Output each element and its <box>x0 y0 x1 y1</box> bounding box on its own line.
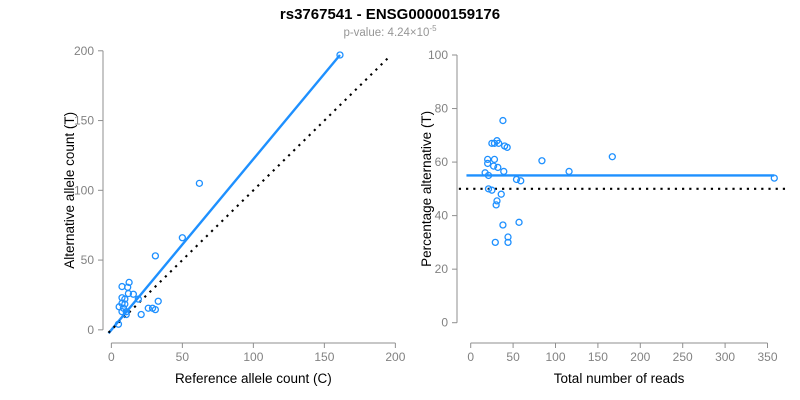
data-point <box>124 283 132 291</box>
data-point <box>122 310 130 319</box>
x-tick-label: 350 <box>757 350 777 364</box>
data-point <box>497 190 505 198</box>
x-tick-label: 150 <box>314 350 334 364</box>
data-point <box>134 295 142 303</box>
data-point <box>493 197 501 205</box>
data-point <box>491 238 499 247</box>
x-tick-label: 100 <box>243 350 263 364</box>
data-point <box>336 51 344 59</box>
y-tick-label: 20 <box>435 262 449 276</box>
data-point <box>517 177 525 185</box>
data-point <box>119 304 128 312</box>
data-point <box>495 139 503 147</box>
y-tick-label: 80 <box>435 102 449 116</box>
x-tick-label: 0 <box>108 350 115 364</box>
data-point <box>492 201 500 209</box>
x-tick-label: 50 <box>506 350 520 364</box>
y-tick-label: 40 <box>435 209 449 223</box>
fit-line <box>107 54 341 335</box>
data-point <box>484 185 493 193</box>
x-axis-title: Reference allele count (C) <box>175 371 332 386</box>
data-point <box>490 155 499 164</box>
data-point <box>154 297 162 305</box>
x-tick-label: 250 <box>673 350 693 364</box>
x-tick-label: 200 <box>630 350 650 364</box>
data-point <box>504 238 512 247</box>
data-point <box>515 218 523 226</box>
data-point <box>114 320 123 328</box>
x-tick-label: 200 <box>385 350 405 364</box>
x-tick-label: 300 <box>715 350 735 364</box>
data-point <box>137 310 145 319</box>
x-tick-label: 100 <box>545 350 565 364</box>
y-tick-label: 100 <box>74 183 94 197</box>
data-point <box>151 305 160 314</box>
y-tick-label: 200 <box>74 44 94 58</box>
x-tick-label: 150 <box>588 350 608 364</box>
data-point <box>538 157 546 165</box>
plot-subtitle: p-value: 4.24×10-5 <box>0 24 780 39</box>
data-point <box>484 155 492 164</box>
data-point <box>151 252 160 260</box>
data-point <box>500 167 508 176</box>
data-point <box>144 304 152 312</box>
y-axis-title: Percentage alternative (T) <box>419 111 434 267</box>
data-point <box>121 295 129 303</box>
data-point <box>489 162 498 170</box>
data-point <box>125 278 133 287</box>
data-point <box>512 175 521 184</box>
data-point <box>494 163 502 172</box>
data-point <box>608 153 616 161</box>
data-point <box>484 159 492 168</box>
data-point <box>484 171 493 180</box>
data-point <box>770 174 778 182</box>
data-point <box>195 179 204 187</box>
x-tick-label: 50 <box>176 350 190 364</box>
x-tick-label: 0 <box>467 350 474 364</box>
p-value-text: p-value: 4.24×10 <box>343 26 430 39</box>
plot-title: rs3767541 - ENSG00000159176 <box>279 6 501 23</box>
data-point <box>129 290 138 298</box>
y-tick-label: 60 <box>435 155 449 169</box>
data-point <box>121 300 129 308</box>
y-tick-label: 100 <box>428 48 448 62</box>
data-point <box>499 116 507 125</box>
identity-line <box>107 55 391 334</box>
p-value-exponent: -5 <box>429 24 437 33</box>
y-tick-label: 50 <box>81 253 95 267</box>
left-panel: 0 50 100 150 200 0 50 100 150 200 Reference allele… <box>62 44 406 386</box>
data-point <box>178 234 187 242</box>
data-point <box>503 143 511 152</box>
right-panel: 0 50 100 150 200 250 300 350 0 20 40 60 80 100 Total n… <box>419 48 787 386</box>
x-axis-title: Total number of reads <box>554 371 685 386</box>
data-point <box>565 167 573 176</box>
data-point <box>488 186 496 194</box>
y-tick-label: 0 <box>87 323 94 337</box>
y-axis-title: Alternative allele count (T) <box>62 112 77 269</box>
data-point <box>499 221 507 229</box>
y-tick-label: 150 <box>74 114 94 128</box>
y-tick-label: 0 <box>441 316 448 330</box>
